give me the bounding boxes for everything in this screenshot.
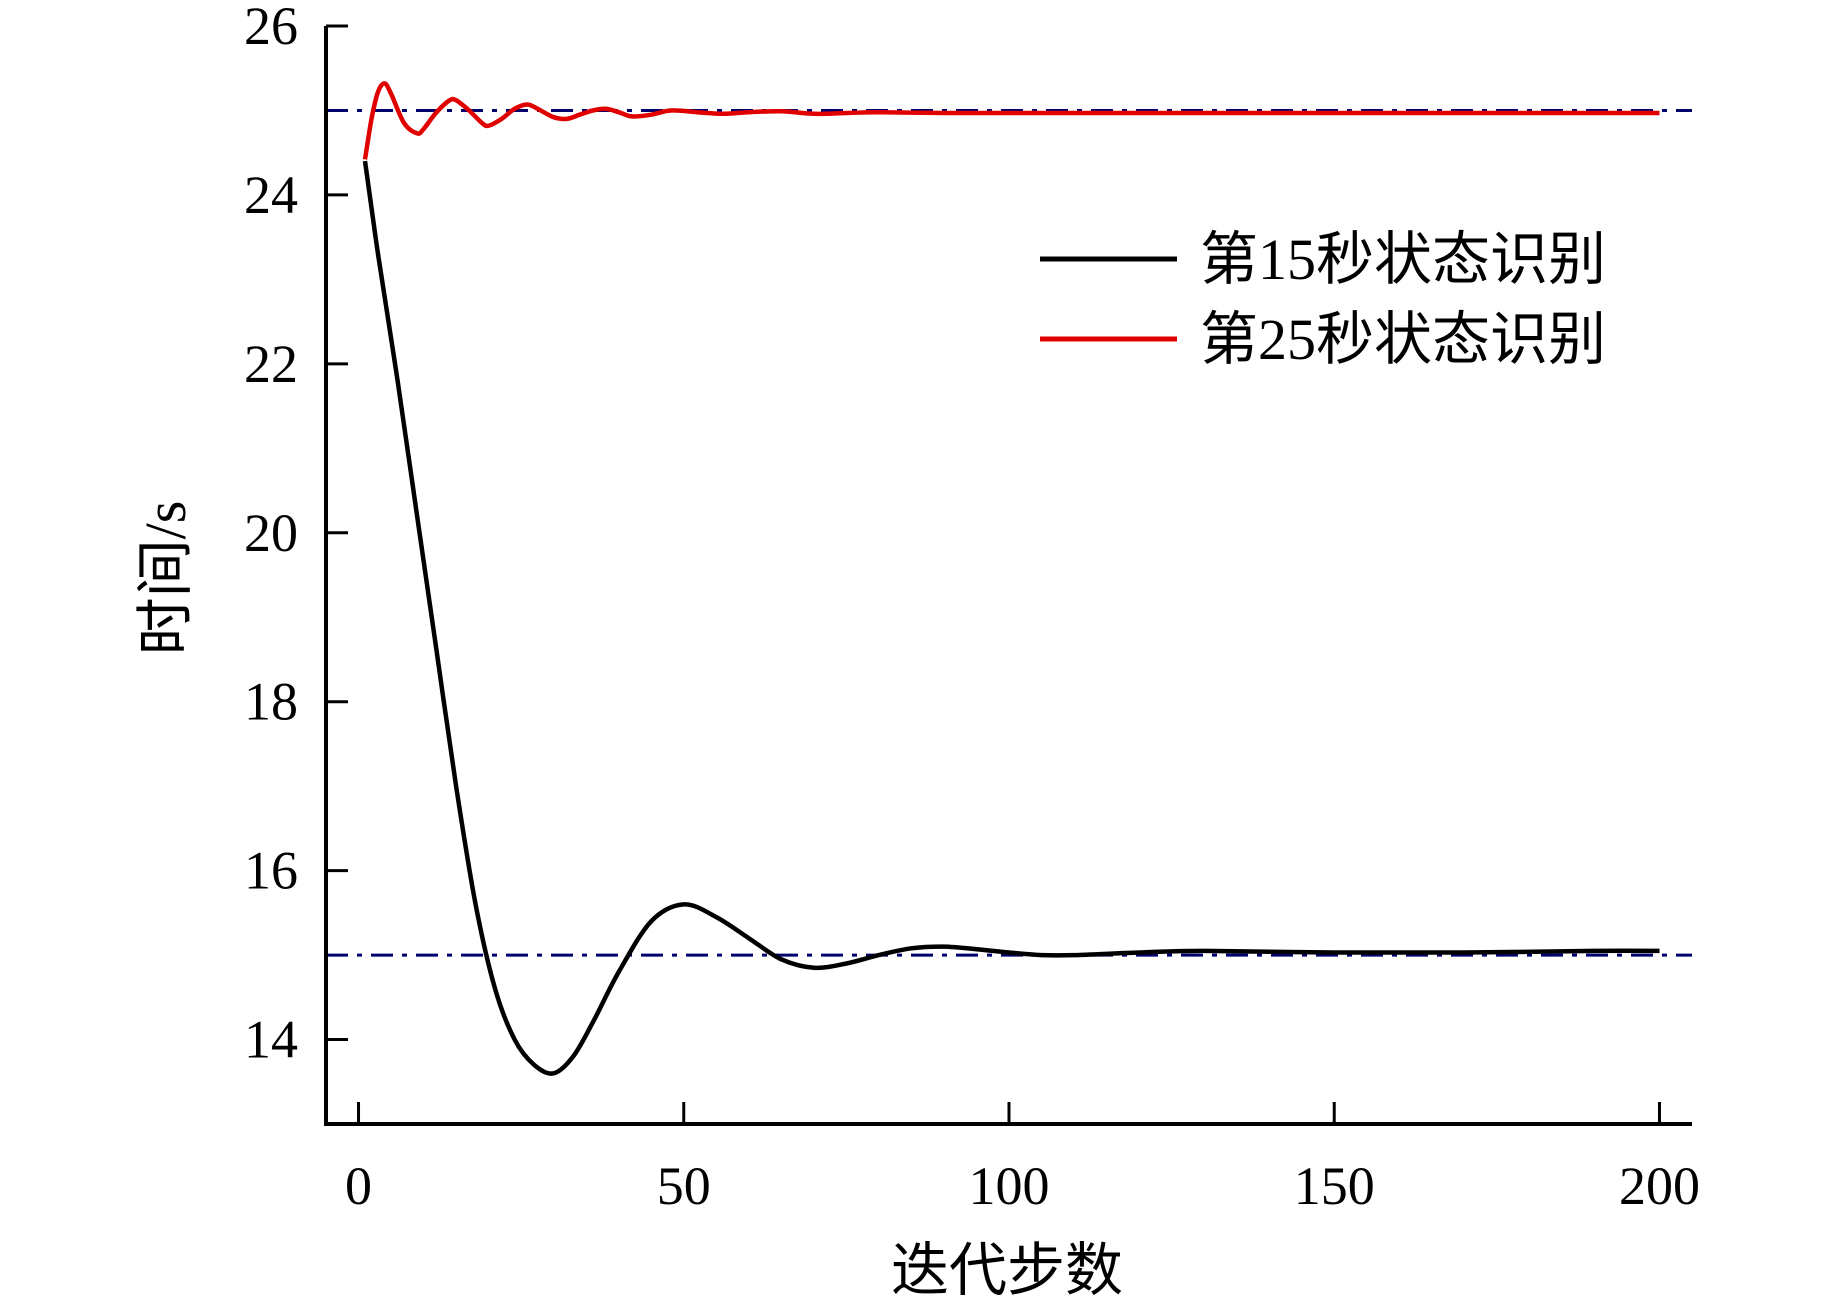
y-tick-label: 26	[244, 0, 298, 56]
x-axis-ticks: 0 50 100 150 200	[345, 1102, 1700, 1216]
reference-lines	[326, 108, 1692, 957]
y-tick-label: 16	[244, 841, 298, 901]
y-tick-label: 18	[244, 672, 298, 732]
legend-label-series-2: 第25秒状态识别	[1200, 307, 1606, 372]
axes	[324, 26, 1692, 1126]
series-line-2	[362, 81, 1660, 160]
series-lines	[362, 81, 1660, 1076]
x-axis-label: 迭代步数	[891, 1238, 1123, 1296]
y-axis-label: 时间/s	[133, 501, 198, 656]
x-tick-label: 200	[1619, 1156, 1700, 1216]
y-tick-label: 22	[244, 334, 298, 394]
x-tick-label: 100	[969, 1156, 1050, 1216]
x-tick-label: 0	[345, 1156, 372, 1216]
y-tick-label: 24	[244, 165, 298, 225]
x-tick-label: 50	[657, 1156, 711, 1216]
legend: 第15秒状态识别 第25秒状态识别	[1040, 227, 1606, 372]
y-axis-ticks: 14 16 18 20 22 24 26	[244, 0, 348, 1070]
y-tick-label: 20	[244, 503, 298, 563]
legend-label-series-1: 第15秒状态识别	[1200, 227, 1606, 292]
y-tick-label: 14	[244, 1010, 298, 1070]
series-line-1	[362, 160, 1660, 1076]
x-tick-label: 150	[1294, 1156, 1375, 1216]
